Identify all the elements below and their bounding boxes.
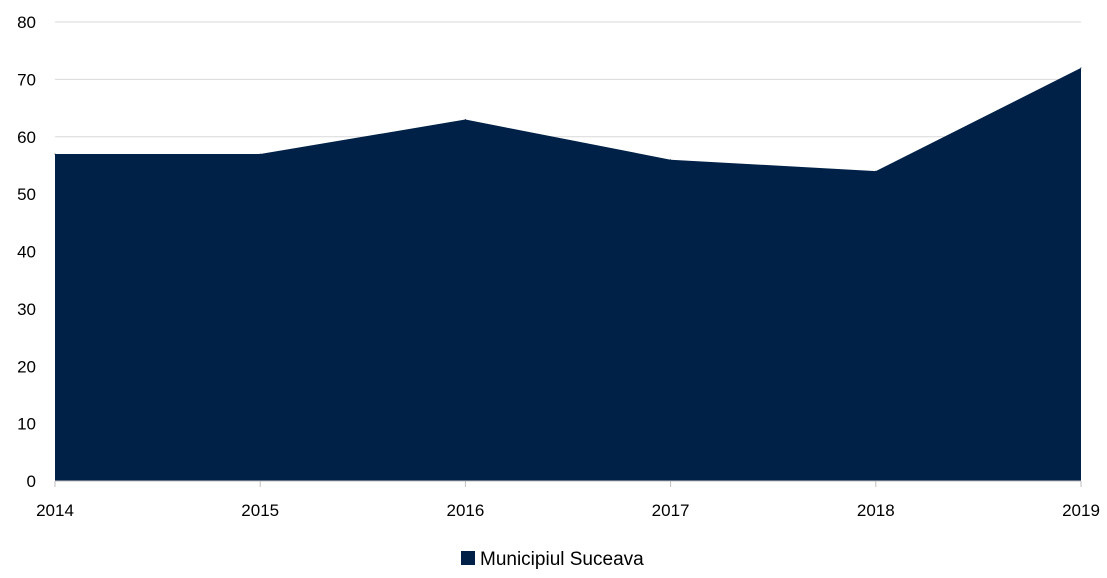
y-tick-label: 70	[17, 70, 36, 89]
y-tick-label: 20	[17, 357, 36, 376]
x-tick-label: 2015	[241, 501, 279, 520]
plot-area	[54, 67, 1082, 482]
data-point	[875, 170, 877, 172]
y-tick-label: 30	[17, 300, 36, 319]
y-tick-label: 80	[17, 13, 36, 32]
data-point	[1080, 67, 1082, 69]
x-tick-label: 2017	[652, 501, 690, 520]
y-tick-label: 0	[27, 472, 36, 491]
legend-label: Municipiul Suceava	[480, 549, 644, 570]
x-tick-label: 2014	[36, 501, 74, 520]
data-point	[670, 159, 672, 161]
y-tick-label: 40	[17, 243, 36, 262]
y-tick-label: 10	[17, 415, 36, 434]
y-axis-tick-labels: 0 10 20 30 40 50 60 70 80	[17, 13, 36, 491]
legend: Municipiul Suceava	[461, 549, 644, 570]
y-tick-label: 50	[17, 185, 36, 204]
data-point	[54, 153, 56, 155]
x-tick-label: 2018	[857, 501, 895, 520]
x-axis-tick-labels: 2014 2015 2016 2017 2018 2019	[36, 501, 1100, 520]
legend-swatch	[461, 551, 475, 565]
x-tick-label: 2019	[1062, 501, 1100, 520]
area-series-0	[55, 67, 1081, 482]
data-point	[259, 153, 261, 155]
y-tick-label: 60	[17, 128, 36, 147]
x-tick-label: 2016	[446, 501, 484, 520]
x-axis	[54, 480, 1082, 487]
data-point	[464, 119, 466, 121]
